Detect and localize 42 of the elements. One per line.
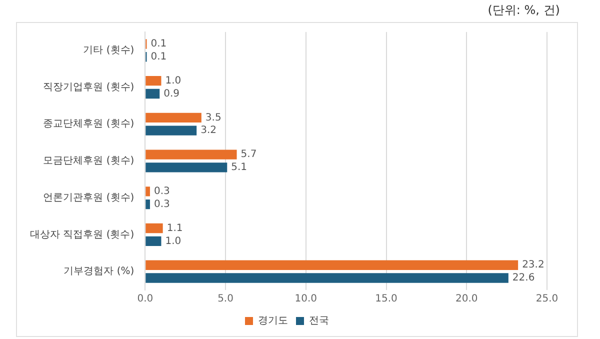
data-label: 22.6 [512,272,535,284]
data-label: 1.1 [166,222,183,234]
bar [146,236,162,246]
data-label: 0.3 [154,186,170,197]
bar [146,260,518,270]
bar [146,162,228,172]
x-tick-label: 15.0 [375,294,398,305]
y-tick-label: 기타 (횟수) [83,45,134,56]
bar [146,112,202,123]
bar [146,273,508,283]
data-label: 0.1 [150,38,167,50]
y-tick-label: 언론기관후원 (횟수) [43,192,134,204]
data-label: 0.3 [154,198,170,210]
data-label: 1.0 [165,236,182,247]
x-tick-label: 5.0 [218,294,234,305]
y-tick-label: 기부경험자 (%) [64,266,134,278]
x-tick-label: 10.0 [294,294,318,305]
y-tick-label: 종교단체후원 (횟수) [43,118,134,130]
y-tick-label: 대상자 직접후원 (횟수) [30,229,134,240]
data-label: 5.1 [231,162,248,174]
data-label: 0.9 [164,88,180,100]
bar [146,186,150,196]
data-label: 3.5 [205,112,222,124]
bar [146,223,163,234]
data-label: 5.7 [240,149,257,160]
x-tick-label: 20.0 [456,294,478,305]
text: (단위: %, 건) [488,2,560,19]
data-label: 23.2 [522,260,544,271]
data-label: 1.0 [165,75,182,86]
x-tick-label: 25.0 [536,294,558,305]
bar [146,88,160,99]
y-tick-label: 모금단체후원 (횟수) [43,156,134,167]
y-tick-label: 직장기업후원 (횟수) [43,82,134,93]
legend-label: 전국 [309,316,329,327]
bar [146,199,150,210]
bar [146,150,237,160]
bar [146,126,197,136]
legend-label: 경기도 [258,316,288,327]
data-label: 0.1 [150,51,167,62]
data-label: 3.2 [200,125,216,136]
bar [146,76,162,86]
x-tick-label: 0.0 [137,294,154,305]
